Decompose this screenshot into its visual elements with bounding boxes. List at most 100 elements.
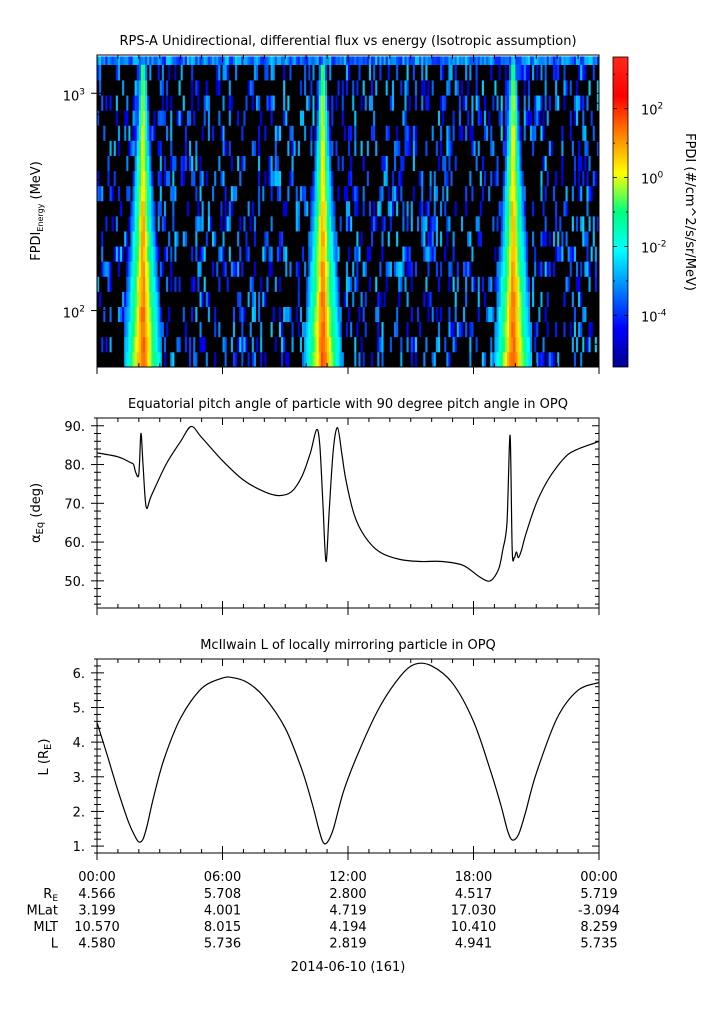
heatmap-cell bbox=[486, 351, 489, 367]
heatmap-cell bbox=[260, 110, 263, 126]
heatmap-cell bbox=[159, 64, 163, 81]
heatmap-cell bbox=[157, 80, 161, 96]
heatmap-cell bbox=[113, 231, 117, 247]
heatmap-cell bbox=[540, 185, 543, 202]
heatmap-cell bbox=[519, 64, 523, 81]
heatmap-cell bbox=[274, 336, 278, 353]
heatmap-cell bbox=[278, 321, 282, 338]
heatmap-cell bbox=[209, 95, 213, 111]
heatmap-cell bbox=[312, 246, 315, 262]
heatmap-cell bbox=[578, 231, 581, 247]
heatmap-cell bbox=[417, 231, 420, 247]
heatmap-cell bbox=[465, 110, 468, 126]
heatmap-cell bbox=[172, 351, 175, 367]
heatmap-cell bbox=[580, 231, 583, 247]
heatmap-cell bbox=[460, 276, 464, 292]
heatmap-cell bbox=[364, 276, 368, 292]
heatmap-cell bbox=[143, 321, 146, 338]
heatmap-cell bbox=[113, 200, 117, 217]
heatmap-cell bbox=[521, 200, 525, 217]
heatmap-cell bbox=[109, 215, 113, 232]
heatmap-cell bbox=[149, 140, 152, 156]
heatmap-cell bbox=[178, 110, 182, 126]
heatmap-cell bbox=[170, 185, 173, 202]
heatmap-cell bbox=[199, 125, 202, 141]
heatmap-cell bbox=[523, 261, 527, 277]
heatmap-cell bbox=[237, 155, 240, 172]
heatmap-cell bbox=[161, 351, 165, 367]
heatmap-cell bbox=[134, 185, 138, 202]
heatmap-cell bbox=[557, 155, 560, 172]
heatmap-cell bbox=[406, 200, 410, 217]
heatmap-cell bbox=[310, 351, 313, 367]
heatmap-cell bbox=[444, 231, 447, 247]
heatmap-cell bbox=[295, 200, 299, 217]
heatmap-cell bbox=[168, 291, 171, 307]
heatmap-cell bbox=[538, 170, 541, 187]
heatmap-cell bbox=[348, 306, 351, 323]
heatmap-cell bbox=[255, 321, 259, 338]
heatmap-cell bbox=[348, 125, 351, 141]
heatmap-cell bbox=[427, 95, 430, 111]
heatmap-cell bbox=[410, 170, 414, 187]
heatmap-cell bbox=[343, 64, 347, 81]
heatmap-cell bbox=[506, 261, 510, 277]
heatmap-cell bbox=[481, 231, 485, 247]
heatmap-cell bbox=[509, 246, 512, 262]
heatmap-cell bbox=[465, 64, 468, 81]
heatmap-cell bbox=[195, 110, 198, 126]
heatmap-cell bbox=[176, 321, 179, 338]
heatmap-cell bbox=[109, 321, 113, 338]
heatmap-cell bbox=[235, 215, 238, 232]
heatmap-cell bbox=[517, 321, 520, 338]
heatmap-cell bbox=[299, 125, 303, 141]
heatmap-cell bbox=[368, 246, 372, 262]
heatmap-cell bbox=[97, 246, 100, 262]
heatmap-cell bbox=[460, 261, 464, 277]
heatmap-cell bbox=[136, 215, 140, 232]
heatmap-cell bbox=[515, 321, 518, 338]
heatmap-cell bbox=[546, 110, 550, 126]
heatmap-cell bbox=[191, 95, 194, 111]
heatmap-cell bbox=[406, 261, 410, 277]
heatmap-cell bbox=[335, 321, 338, 338]
heatmap-cell bbox=[502, 351, 506, 367]
heatmap-cell bbox=[450, 276, 453, 292]
heatmap-cell bbox=[469, 95, 472, 111]
heatmap-cell bbox=[316, 56, 320, 65]
heatmap-cell bbox=[337, 351, 341, 367]
heatmap-cell bbox=[467, 200, 470, 217]
heatmap-cell bbox=[189, 140, 192, 156]
heatmap-cell bbox=[452, 261, 456, 277]
heatmap-cell bbox=[563, 276, 566, 292]
heatmap-cell bbox=[377, 246, 380, 262]
heatmap-cell bbox=[536, 185, 539, 202]
heatmap-cell bbox=[339, 321, 343, 338]
heatmap-cell bbox=[552, 80, 556, 96]
heatmap-cell bbox=[580, 185, 583, 202]
heatmap-cell bbox=[186, 140, 190, 156]
heatmap-cell bbox=[467, 336, 470, 353]
heatmap-cell bbox=[191, 200, 194, 217]
heatmap-cell bbox=[496, 351, 499, 367]
heatmap-cell bbox=[452, 200, 456, 217]
heatmap-cell bbox=[529, 306, 533, 323]
heatmap-cell bbox=[456, 56, 460, 65]
heatmap-cell bbox=[431, 185, 435, 202]
heatmap-cell bbox=[201, 140, 205, 156]
heatmap-cell bbox=[552, 170, 556, 187]
heatmap-cell bbox=[588, 56, 592, 65]
heatmap-cell bbox=[312, 56, 315, 65]
heatmap-cell bbox=[523, 231, 527, 247]
heatmap-cell bbox=[168, 276, 171, 292]
heatmap-cell bbox=[550, 170, 554, 187]
heatmap-cell bbox=[113, 336, 117, 353]
heatmap-cell bbox=[297, 200, 301, 217]
heatmap-cell bbox=[308, 276, 311, 292]
heatmap-cell bbox=[166, 291, 169, 307]
heatmap-cell bbox=[425, 110, 428, 126]
heatmap-cell bbox=[496, 291, 499, 307]
heatmap-cell bbox=[270, 351, 274, 367]
heatmap-cell bbox=[408, 170, 412, 187]
heatmap-cell bbox=[122, 200, 125, 217]
